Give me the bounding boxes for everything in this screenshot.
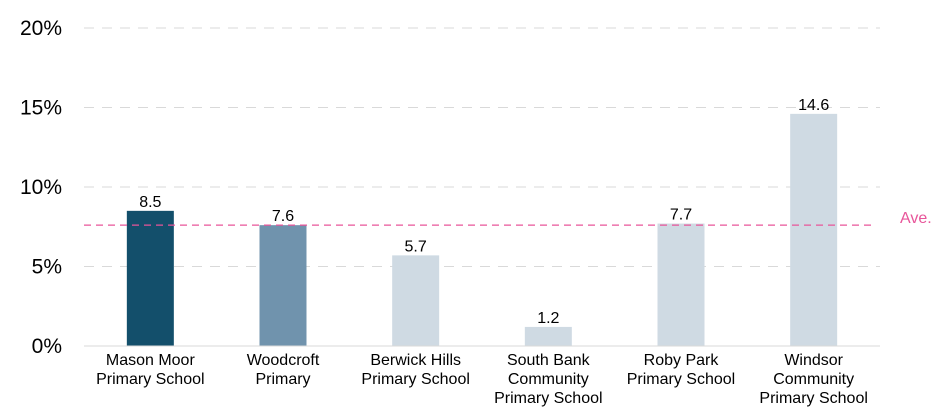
category-label: Roby Park	[644, 352, 720, 369]
bar	[392, 255, 440, 346]
y-tick-label: 10%	[20, 176, 62, 199]
y-axis-ticks: 0% 5% 10% 15% 20%	[20, 17, 62, 358]
category-labels: Mason Moor Primary School Woodcroft Primary…	[96, 352, 868, 407]
category-label: Berwick Hills	[370, 352, 461, 369]
y-tick-label: 5%	[32, 256, 62, 279]
bar	[790, 113, 838, 346]
gridlines	[84, 27, 880, 267]
category-label: Primary School	[361, 371, 469, 388]
data-label: 7.7	[670, 207, 692, 224]
category-label: Woodcroft	[247, 352, 320, 369]
category-label: Windsor	[784, 352, 843, 369]
category-label: Primary School	[759, 390, 867, 407]
bars: 8.5 7.6 5.7 1.2 7.7 14.6	[126, 97, 838, 346]
data-label: 1.2	[537, 310, 559, 327]
category-label: Primary	[255, 371, 310, 388]
bar	[259, 225, 307, 346]
category-label: South Bank	[507, 352, 591, 369]
bar	[524, 326, 572, 346]
average-line-group: Ave.	[84, 210, 932, 227]
data-label: 14.6	[798, 97, 829, 114]
category-label: Community	[773, 371, 854, 388]
category-label: Mason Moor	[106, 352, 196, 369]
bar	[126, 210, 174, 346]
data-label: 5.7	[405, 238, 427, 255]
data-label: 7.6	[272, 208, 294, 225]
category-label: Primary School	[627, 371, 735, 388]
category-label: Community	[508, 371, 589, 388]
y-tick-label: 0%	[32, 335, 62, 358]
average-label: Ave.	[900, 210, 932, 227]
bar	[657, 223, 705, 346]
category-label: Primary School	[96, 371, 204, 388]
y-tick-label: 20%	[20, 17, 62, 40]
category-label: Primary School	[494, 390, 602, 407]
y-tick-label: 15%	[20, 97, 62, 120]
data-label: 8.5	[139, 194, 161, 211]
